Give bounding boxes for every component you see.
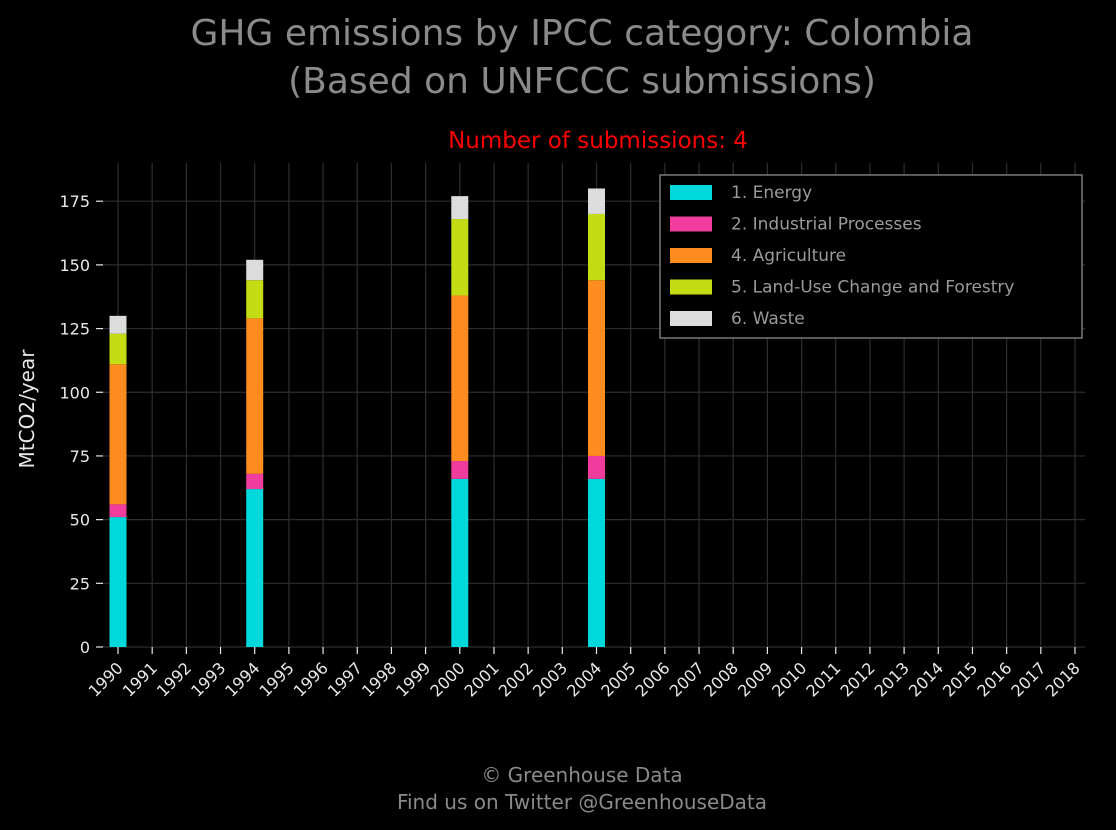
bar-segment: [246, 473, 264, 490]
y-tick-label: 0: [80, 638, 90, 657]
y-tick-label: 150: [59, 256, 90, 275]
x-tick-label: 1995: [255, 658, 297, 700]
x-tick-label: 2017: [1007, 658, 1049, 700]
x-tick-label: 2015: [939, 658, 981, 700]
x-tick-label: 1996: [290, 658, 332, 700]
y-tick-label: 100: [59, 383, 90, 402]
x-tick-label: 2003: [529, 658, 571, 700]
x-tick-label: 2007: [666, 658, 708, 700]
x-tick-label: 2004: [563, 658, 605, 700]
legend-entry: 1. Energy: [731, 183, 812, 203]
x-tick-label: 1991: [119, 658, 161, 700]
x-tick-label: 2011: [802, 658, 844, 700]
x-tick-label: 2002: [495, 658, 537, 700]
x-tick-label: 1990: [85, 658, 127, 700]
footer-copyright: © Greenhouse Data: [481, 763, 682, 787]
bar-segment: [246, 318, 264, 474]
legend-swatch: [670, 185, 712, 200]
bar-segment: [109, 517, 127, 647]
bar-segment: [246, 280, 264, 319]
bar-segment: [246, 259, 264, 281]
x-tick-label: 2018: [1042, 658, 1084, 700]
y-axis-label: MtCO2/year: [15, 349, 39, 469]
x-tick-label: 2006: [631, 658, 673, 700]
x-tick-label: 2013: [871, 658, 913, 700]
bar-segment: [109, 364, 127, 505]
bar-segment: [451, 478, 469, 647]
legend-swatch: [670, 216, 712, 232]
legend-entry: 2. Industrial Processes: [731, 215, 922, 235]
bar-segment: [451, 461, 469, 479]
bar-segment: [588, 455, 605, 479]
bar-segment: [451, 295, 469, 462]
chart-title-line1: GHG emissions by IPCC category: Colombia: [191, 13, 974, 54]
y-tick-label: 125: [59, 320, 90, 339]
bar-segment: [588, 478, 605, 647]
bar-segment: [588, 213, 605, 281]
x-tick-label: 1993: [187, 658, 229, 700]
bar-segment: [109, 315, 127, 334]
legend-entry: 4. Agriculture: [731, 246, 846, 266]
legend-swatch: [670, 311, 712, 326]
x-tick-label: 2000: [426, 658, 468, 700]
chart-title-line2: (Based on UNFCCC submissions): [288, 61, 876, 102]
y-tick-label: 175: [59, 192, 90, 211]
x-tick-label: 2010: [768, 658, 810, 700]
x-tick-label: 2005: [597, 658, 639, 700]
x-tick-label: 2009: [734, 658, 776, 700]
x-tick-label: 2001: [461, 658, 503, 700]
legend-swatch: [670, 248, 712, 263]
legend-entry: 6. Waste: [731, 309, 805, 329]
chart-subtitle: Number of submissions: 4: [448, 128, 748, 154]
legend: 1. Energy 2. Industrial Processes 4. Agric…: [659, 174, 1083, 339]
y-tick-label: 25: [70, 574, 90, 593]
x-tick-label: 1998: [358, 658, 400, 700]
x-tick-label: 1994: [221, 658, 263, 700]
x-tick-label: 1997: [324, 658, 366, 700]
legend-box: [659, 174, 1083, 339]
bar-segment: [109, 504, 127, 518]
x-tick-label: 2016: [973, 658, 1015, 700]
bars: [109, 188, 605, 647]
bar-segment: [109, 333, 127, 365]
bar-segment: [246, 489, 264, 647]
bar-segment: [451, 196, 469, 220]
x-tick-label: 2012: [837, 658, 879, 700]
legend-swatch: [670, 279, 712, 295]
y-tick-label: 50: [70, 511, 90, 530]
x-tick-label: 2014: [905, 658, 947, 700]
x-tick-label: 2008: [700, 658, 742, 700]
bar-segment: [588, 188, 605, 214]
y-tick-label: 75: [70, 447, 90, 466]
bar-segment: [451, 219, 469, 296]
footer-twitter: Find us on Twitter @GreenhouseData: [397, 790, 767, 814]
legend-entry: 5. Land-Use Change and Forestry: [731, 278, 1014, 298]
bar-segment: [588, 280, 605, 456]
x-tick-label: 1992: [153, 658, 195, 700]
x-tick-label: 1999: [392, 658, 434, 700]
